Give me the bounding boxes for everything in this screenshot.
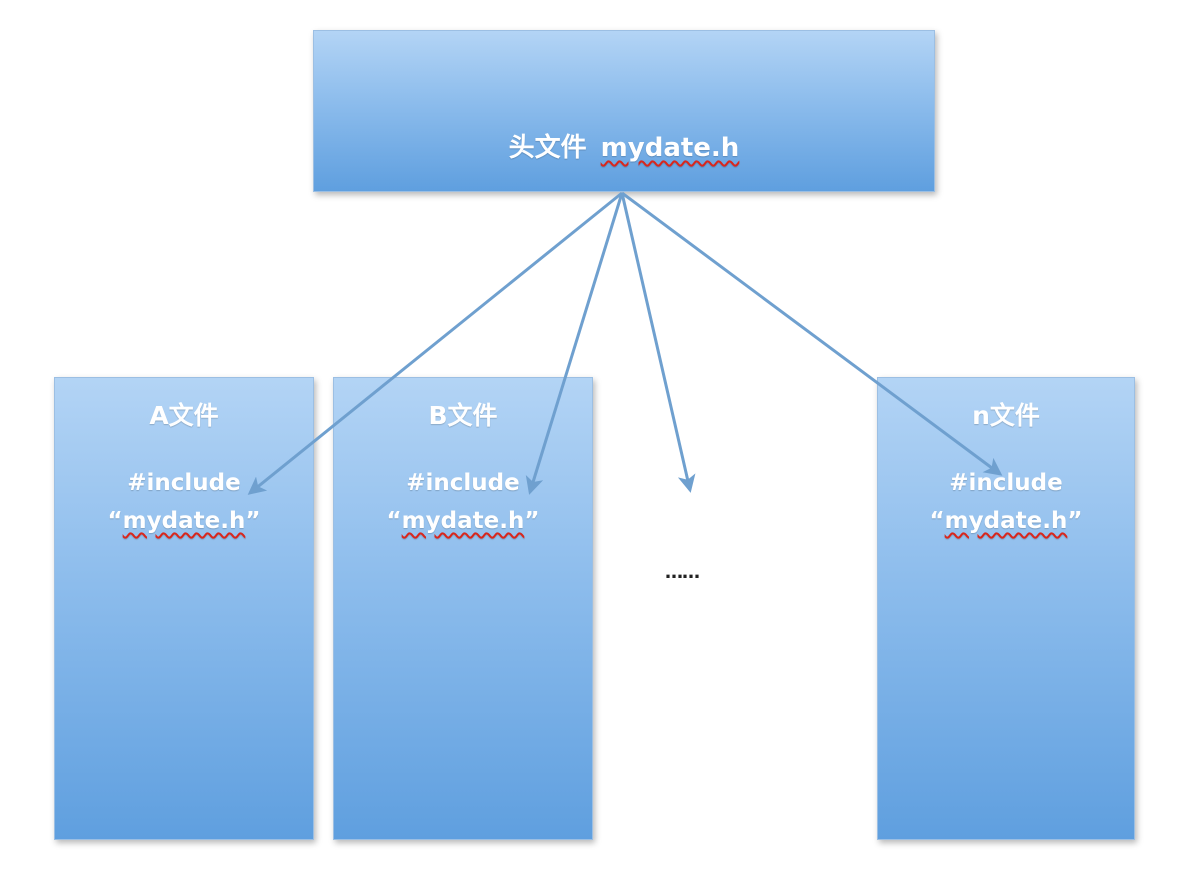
- header-file-box: 头文件 mydate.h: [313, 30, 935, 192]
- header-file-prefix: 头文件: [508, 133, 587, 163]
- include-directive: #include: [949, 470, 1063, 496]
- file-box-a: A文件 #include “mydate.h”: [54, 377, 314, 840]
- include-target: “mydate.h”: [929, 508, 1083, 534]
- file-box-title: B文件: [428, 401, 498, 430]
- file-box-b: B文件 #include “mydate.h”: [333, 377, 593, 840]
- include-directive: #include: [406, 470, 520, 496]
- more-files-ellipsis: ……: [665, 562, 700, 583]
- header-file-name: mydate.h: [600, 133, 740, 163]
- arrow-to-file-b: [525, 192, 624, 495]
- arrow-to-file-n: [621, 191, 1003, 476]
- file-box-title: A文件: [149, 401, 219, 430]
- arrow-to-ellipsis: [620, 192, 696, 493]
- arrow-to-file-a: [247, 191, 623, 495]
- header-file-label: 头文件 mydate.h: [314, 127, 934, 164]
- include-target: “mydate.h”: [386, 508, 540, 534]
- include-directive: #include: [127, 470, 241, 496]
- file-box-n: n文件 #include “mydate.h”: [877, 377, 1135, 840]
- file-box-title: n文件: [972, 401, 1040, 430]
- include-target: “mydate.h”: [107, 508, 261, 534]
